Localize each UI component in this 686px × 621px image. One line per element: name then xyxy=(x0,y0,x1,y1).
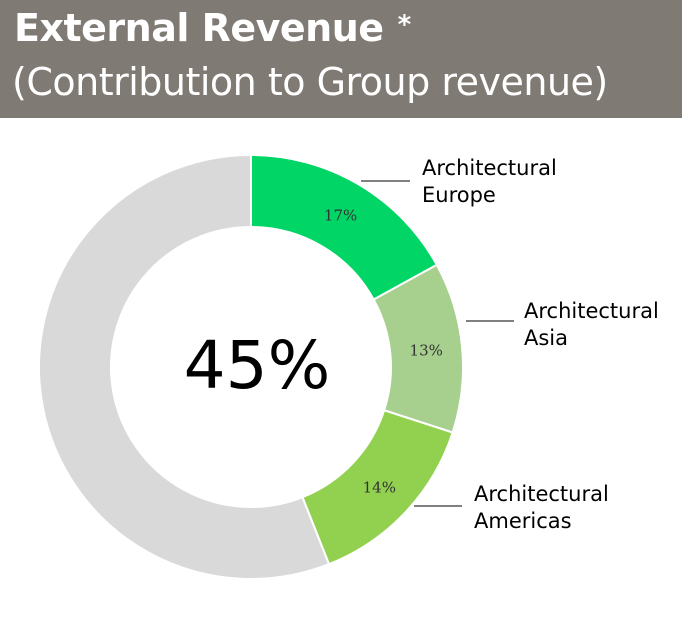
chart-title: External Revenue xyxy=(14,6,384,50)
leader-lines xyxy=(361,180,514,507)
title-asterisk: * xyxy=(397,10,412,40)
series-label-line: Asia xyxy=(524,326,568,350)
series-label: Architectural Americas xyxy=(474,482,609,533)
donut-remainder-slice xyxy=(38,153,331,580)
series-label-line: Americas xyxy=(474,509,572,533)
series-label: Architectural Europe xyxy=(422,156,557,207)
donut-slice xyxy=(301,409,454,566)
series-label-line: Europe xyxy=(422,183,496,207)
chart-subtitle: (Contribution to Group revenue) xyxy=(12,60,608,104)
series-label-line: Architectural xyxy=(474,482,609,506)
donut-slices xyxy=(38,153,464,580)
slice-value-label: 13% xyxy=(410,341,443,359)
header-banner: External Revenue * (Contribution to Group… xyxy=(0,0,682,118)
center-total-label: 45% xyxy=(184,327,331,404)
slice-value-label: 14% xyxy=(363,478,396,496)
series-label-line: Architectural xyxy=(422,156,557,180)
series-label-line: Architectural xyxy=(524,299,659,323)
series-label: Architectural Asia xyxy=(524,299,659,350)
slice-labels: 17% Architectural Europe 13% Architectural As… xyxy=(324,156,659,533)
slice-value-label: 17% xyxy=(324,207,357,225)
title-line: External Revenue * xyxy=(14,6,411,50)
donut-slice xyxy=(250,153,439,301)
